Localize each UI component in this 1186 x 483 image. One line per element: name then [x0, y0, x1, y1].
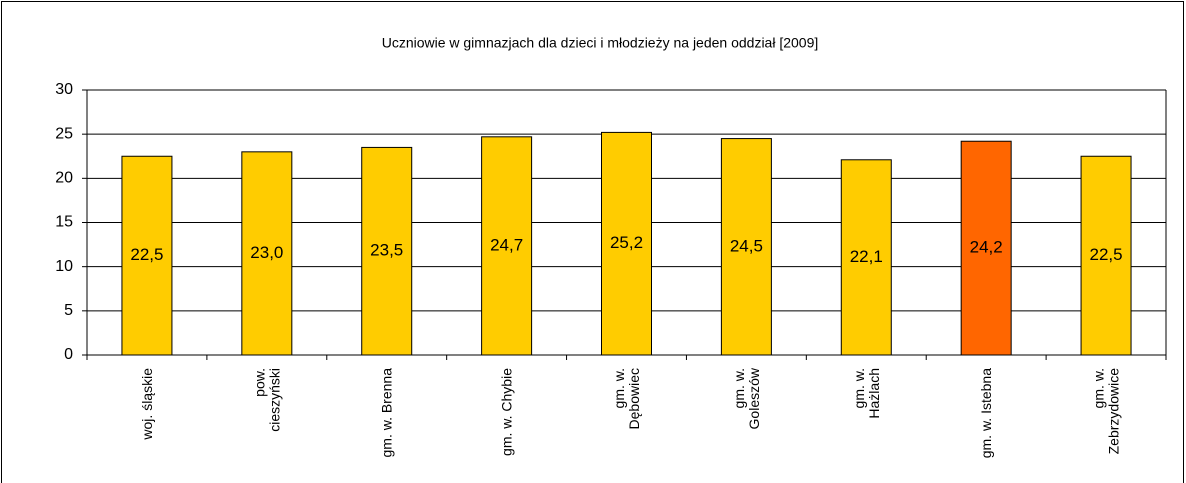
- x-tick-label: pow.cieszyński: [251, 368, 282, 432]
- y-tick-label: 10: [55, 258, 73, 275]
- bar: [241, 151, 293, 356]
- y-tick-label: 0: [64, 346, 73, 363]
- x-tick-label: woj. śląskie: [139, 368, 155, 441]
- x-tick-label: gm. w.Goleszów: [731, 367, 762, 429]
- value-label: 23,0: [250, 243, 283, 262]
- x-tick-label: gm. w.Dębowiec: [611, 368, 642, 429]
- x-tick-label: gm. w. Istebna: [978, 368, 994, 458]
- y-tick-label: 30: [55, 81, 73, 98]
- y-tick-label: 15: [55, 214, 73, 231]
- bar: [481, 136, 533, 356]
- y-tick-label: 5: [64, 302, 73, 319]
- y-tick-label: 20: [55, 170, 73, 187]
- bar: [361, 146, 413, 356]
- chart-title: Uczniowie w gimnazjach dla dzieci i młod…: [382, 35, 819, 51]
- bar: [840, 159, 892, 356]
- x-tick-label: gm. w. Brenna: [379, 368, 395, 458]
- bar: [1080, 155, 1132, 356]
- value-label: 23,5: [370, 241, 403, 260]
- y-tick-label: 25: [55, 125, 73, 142]
- bar: [601, 131, 652, 356]
- value-label: 24,7: [490, 235, 523, 254]
- value-label: 24,5: [730, 236, 763, 255]
- bar: [720, 138, 772, 356]
- bar: [960, 140, 1012, 356]
- value-label: 22,5: [130, 245, 163, 264]
- value-label: 22,5: [1090, 245, 1123, 264]
- x-tick-label: gm. w.Zebrzydowice: [1091, 368, 1122, 455]
- value-label: 25,2: [610, 233, 643, 252]
- bar: [121, 155, 173, 356]
- x-tick-label: gm. w.Hażlach: [851, 368, 882, 419]
- value-label: 24,2: [970, 238, 1003, 257]
- x-tick-label: gm. w. Chybie: [499, 368, 515, 456]
- value-label: 22,1: [850, 247, 883, 266]
